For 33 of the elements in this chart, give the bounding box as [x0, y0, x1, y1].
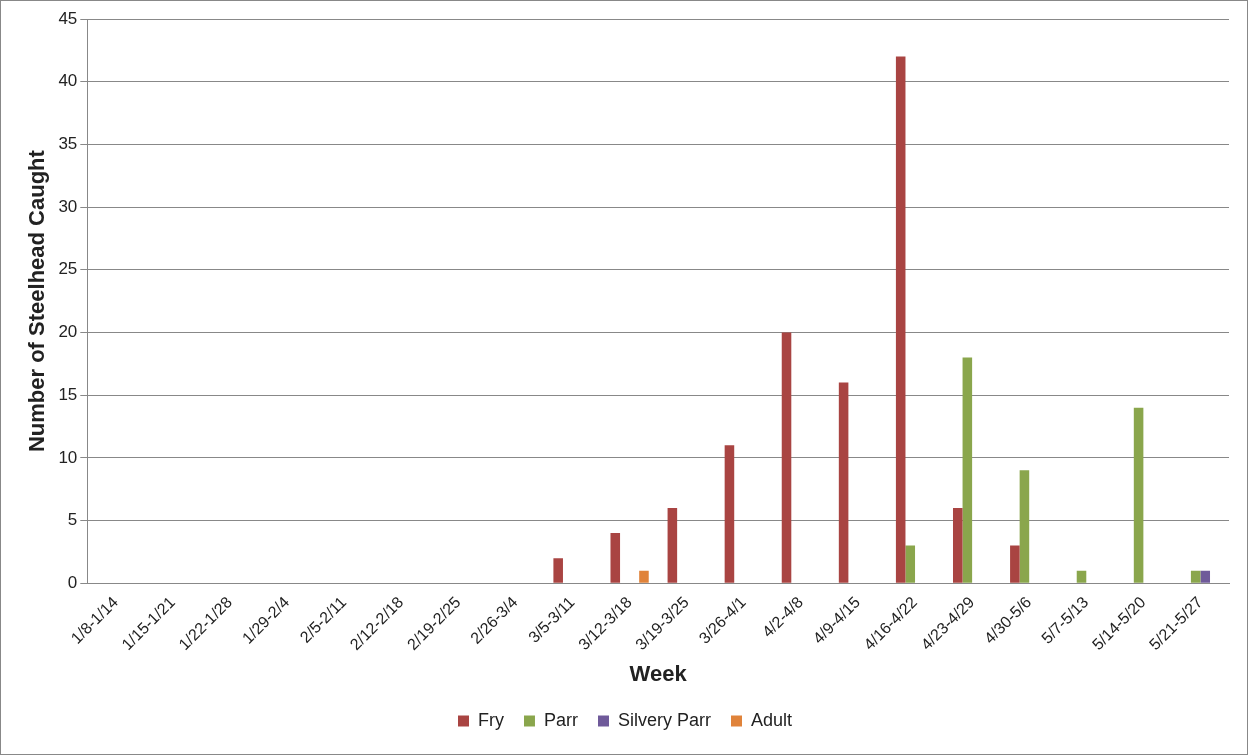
- y-tick-label: 40: [58, 71, 78, 91]
- y-tick-label: 15: [58, 384, 78, 404]
- y-tick-label: 5: [67, 510, 78, 530]
- y-tick-label: 0: [67, 572, 78, 592]
- bar: [838, 382, 849, 583]
- x-axis-title: Week: [629, 660, 688, 686]
- legend-label: Adult: [750, 709, 793, 730]
- bar: [1133, 407, 1144, 583]
- y-tick-label: 20: [58, 322, 78, 342]
- y-axis-title: Number of Steelhead Caught: [24, 149, 50, 453]
- bar: [905, 545, 916, 583]
- bar: [1076, 570, 1087, 583]
- bar: [781, 332, 792, 583]
- bar: [1200, 570, 1211, 583]
- bar: [724, 445, 735, 583]
- bar: [1190, 570, 1201, 583]
- bar: [610, 533, 621, 583]
- legend-label: Fry: [477, 709, 504, 730]
- legend-label: Parr: [543, 709, 578, 730]
- bar: [895, 56, 906, 583]
- legend-label: Silvery Parr: [617, 709, 711, 730]
- bar: [553, 558, 563, 583]
- y-tick-label: 10: [58, 447, 78, 467]
- y-tick-label: 45: [58, 8, 78, 28]
- bar: [1010, 545, 1020, 583]
- bar: [667, 507, 678, 583]
- bar: [962, 357, 973, 583]
- bar: [953, 507, 963, 583]
- bar: [639, 570, 649, 583]
- y-tick-label: 35: [58, 134, 78, 154]
- y-tick-label: 30: [58, 196, 78, 216]
- y-tick-label: 25: [58, 259, 78, 279]
- bar: [1019, 470, 1030, 583]
